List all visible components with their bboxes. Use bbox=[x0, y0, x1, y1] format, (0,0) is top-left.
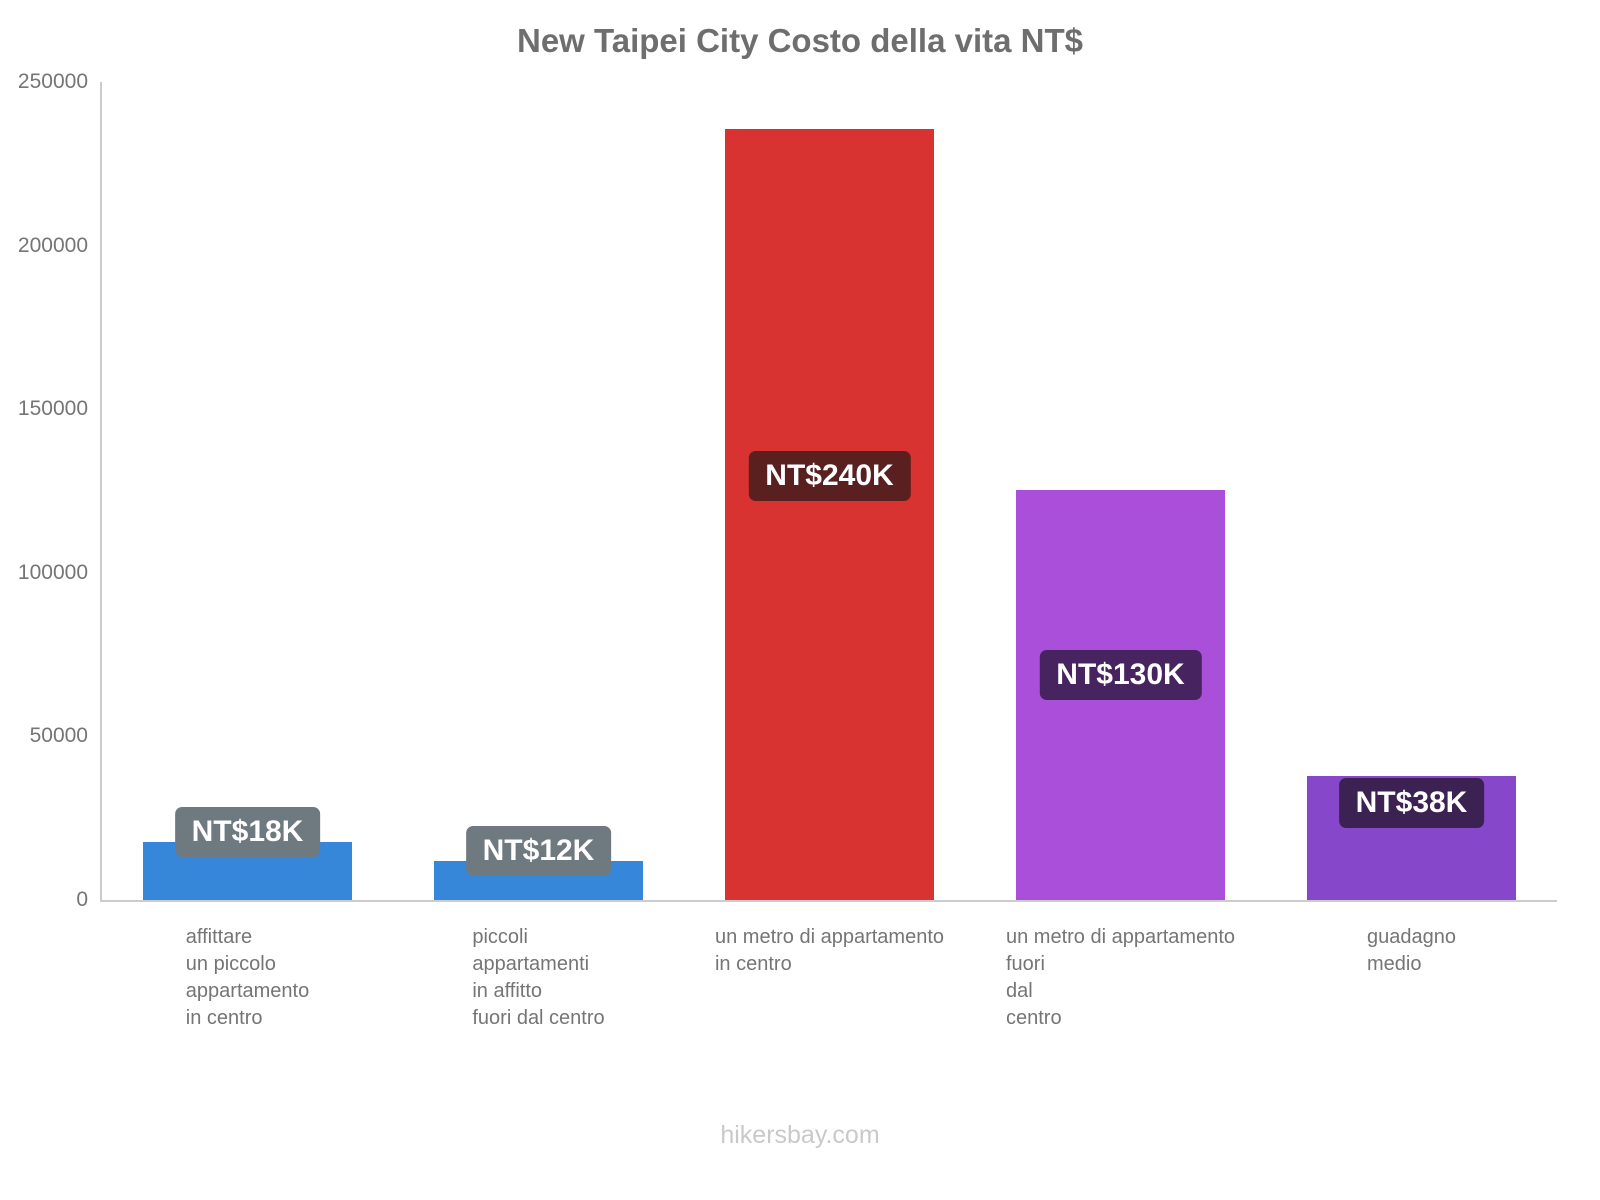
bar-value-label: NT$12K bbox=[465, 826, 612, 877]
bar-value-label: NT$18K bbox=[174, 807, 321, 858]
y-tick-label: 150000 bbox=[17, 397, 88, 421]
footer-watermark: hikersbay.com bbox=[720, 1121, 880, 1149]
bar-value-label: NT$38K bbox=[1338, 778, 1485, 829]
category-label: piccoli appartamenti in affitto fuori da… bbox=[472, 926, 605, 1029]
bar-value-label: NT$130K bbox=[1039, 649, 1202, 700]
y-tick-label: 50000 bbox=[29, 724, 88, 748]
category-label: un metro di appartamento in centro bbox=[714, 926, 945, 975]
category-label: guadagno medio bbox=[1367, 926, 1456, 975]
bar bbox=[725, 129, 934, 900]
category-label: affittare un piccolo appartamento in cen… bbox=[185, 926, 310, 1029]
chart-title: New Taipei City Costo della vita NT$ bbox=[516, 22, 1083, 59]
y-tick-label: 250000 bbox=[17, 70, 88, 93]
y-tick-label: 200000 bbox=[17, 233, 88, 257]
plot-area: 0 50000 100000 150000 200000 250000 NT$18K affi… bbox=[18, 70, 1557, 1029]
category-label: un metro di appartamento fuori dal centr… bbox=[1005, 926, 1236, 1029]
bar-value-label: NT$240K bbox=[748, 451, 911, 501]
y-tick-label: 100000 bbox=[17, 560, 88, 584]
y-tick-label: 0 bbox=[76, 888, 88, 911]
